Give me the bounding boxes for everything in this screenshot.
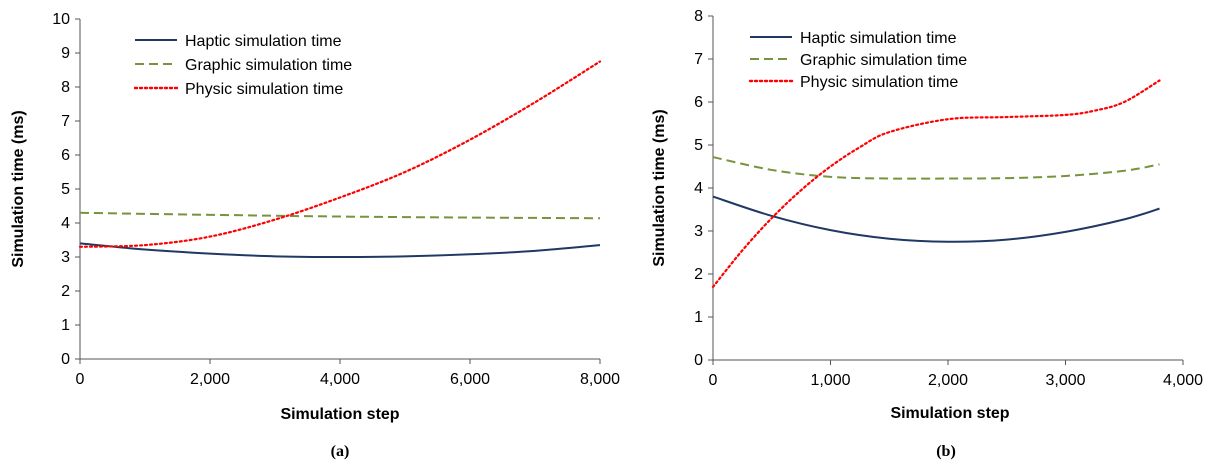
chart-a-series-line-1 <box>79 211 601 220</box>
chart-a-lines <box>78 60 602 259</box>
chart-b-lines <box>711 79 1161 288</box>
chart-a-ytick-label: 6 <box>61 147 70 164</box>
chart-a-legend-label-2: Physic simulation time <box>185 81 343 98</box>
chart-b-ytick-label: 1 <box>694 309 703 326</box>
chart-a-ylabel: Simulation time (ms) <box>10 110 27 267</box>
chart-b-legend-label-2: Physic simulation time <box>800 74 958 91</box>
chart-a-xlabel: Simulation step <box>280 406 399 423</box>
chart-a-caption: (a) <box>331 443 350 460</box>
chart-b-xlabel: Simulation step <box>890 405 1009 422</box>
chart-b-legend: Haptic simulation time Graphic simulation… <box>748 30 967 91</box>
chart-a-ytick-label: 2 <box>61 283 70 300</box>
chart-a-series-line-2 <box>78 60 602 248</box>
chart-b-series-line-2 <box>711 79 1161 288</box>
chart-b-series-line-0 <box>712 195 1160 243</box>
chart-b-ytick-label: 2 <box>694 266 703 283</box>
chart-b-ytick-label: 7 <box>694 51 703 68</box>
chart-b-xtick-label: 1,000 <box>810 372 850 389</box>
chart-b-caption: (b) <box>936 443 956 460</box>
chart-a-series-line-0 <box>79 242 601 259</box>
chart-a-legend: Haptic simulation time Graphic simulation… <box>133 33 352 98</box>
chart-a-ytick-label: 4 <box>61 215 70 232</box>
chart-b-legend-label-0: Haptic simulation time <box>800 30 957 47</box>
chart-a-ytick-label: 3 <box>61 249 70 266</box>
chart-a-ytick-label: 0 <box>61 351 70 368</box>
chart-a-ytick-label: 8 <box>61 79 70 96</box>
chart-b-ytick-label: 6 <box>694 94 703 111</box>
chart-b-xtick-label: 3,000 <box>1045 372 1085 389</box>
chart-a-xtick-label: 0 <box>76 371 85 388</box>
chart-a-xtick-label: 6,000 <box>450 371 490 388</box>
chart-b-ytick-label: 4 <box>694 180 703 197</box>
chart-a-ticks: 0 1 2 3 4 5 6 7 8 9 10 0 2,000 4,000 6,000 8,000 <box>52 11 620 388</box>
chart-a-xtick-label: 2,000 <box>190 371 230 388</box>
chart-b-legend-label-1: Graphic simulation time <box>800 52 967 69</box>
chart-a-ytick-label: 10 <box>52 11 70 28</box>
chart-b-ylabel: Simulation time (ms) <box>651 109 668 266</box>
chart-b-ytick-label: 8 <box>694 8 703 25</box>
chart-a-xtick-label: 4,000 <box>320 371 360 388</box>
chart-a: 0 1 2 3 4 5 6 7 8 9 10 0 2,000 4,000 6,000 8,000 Simula… <box>10 11 620 460</box>
chart-b-ytick-label: 3 <box>694 223 703 240</box>
chart-b: 0 1 2 3 4 5 6 7 8 0 1,000 2,000 3,000 4,000 Simulatio… <box>651 8 1203 460</box>
chart-a-ytick-label: 5 <box>61 181 70 198</box>
chart-b-xtick-label: 2,000 <box>928 372 968 389</box>
chart-b-xtick-label: 0 <box>709 372 718 389</box>
chart-b-ytick-label: 0 <box>694 352 703 369</box>
chart-a-xtick-label: 8,000 <box>580 371 620 388</box>
chart-a-ytick-label: 1 <box>61 317 70 334</box>
chart-b-ticks: 0 1 2 3 4 5 6 7 8 0 1,000 2,000 3,000 4,000 <box>694 8 1203 389</box>
chart-b-xtick-label: 4,000 <box>1163 372 1203 389</box>
chart-a-ytick-label: 7 <box>61 113 70 130</box>
chart-a-legend-label-1: Graphic simulation time <box>185 57 352 74</box>
chart-b-ytick-label: 5 <box>694 137 703 154</box>
chart-a-ytick-label: 9 <box>61 45 70 62</box>
chart-b-series-line-1 <box>712 156 1160 180</box>
chart-a-legend-label-0: Haptic simulation time <box>185 33 342 50</box>
